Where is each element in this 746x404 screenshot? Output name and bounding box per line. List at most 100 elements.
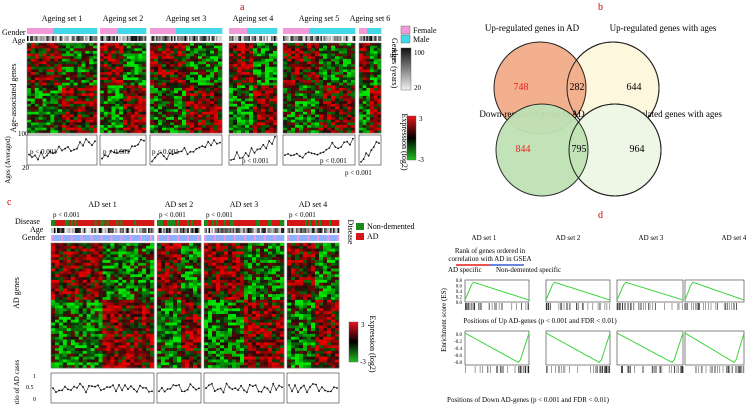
heat-cell	[62, 262, 68, 267]
heat-cell	[34, 119, 39, 123]
heat-cell	[106, 305, 111, 309]
heat-cell	[249, 80, 254, 84]
heat-cell	[170, 103, 175, 107]
heat-cell	[114, 319, 119, 323]
heat-cell	[245, 106, 250, 110]
heat-cell	[58, 302, 64, 306]
heat-cell	[114, 277, 119, 281]
heat-cell	[122, 288, 127, 292]
heat-cell	[134, 95, 139, 99]
heat-cell	[77, 43, 82, 46]
stripe-cell	[107, 228, 110, 233]
heat-cell	[253, 50, 258, 54]
heat-cell	[102, 299, 107, 303]
heat-cell	[347, 95, 352, 99]
heat-cell	[58, 77, 63, 81]
heat-cell	[327, 82, 332, 86]
heat-cell	[241, 88, 246, 91]
heat-cell	[169, 248, 174, 252]
heat-cell	[269, 127, 274, 131]
heat-cell	[186, 48, 191, 52]
heat-cell	[54, 43, 59, 46]
stripe-cell	[108, 235, 111, 241]
heat-cell	[359, 58, 363, 62]
ageing-set-title: Ageing set 4	[233, 14, 273, 23]
stripe-cell	[102, 36, 105, 41]
heat-cell	[241, 95, 246, 99]
heat-cell	[186, 93, 191, 97]
heat-cell	[146, 260, 151, 264]
heat-cell	[69, 114, 74, 118]
heat-cell	[303, 127, 308, 131]
heat-cell	[241, 122, 246, 126]
heat-cell	[154, 114, 159, 118]
heat-cell	[54, 130, 59, 134]
heat-cell	[194, 109, 199, 113]
stripe-cell	[101, 228, 104, 233]
ratio-lineplot-frame	[50, 372, 155, 404]
heat-cell	[122, 271, 127, 275]
heat-cell	[362, 80, 367, 84]
heat-cell	[115, 61, 120, 65]
heat-cell	[111, 114, 116, 118]
heat-cell	[307, 74, 312, 78]
heat-cell	[70, 243, 76, 247]
stripe-cell	[236, 36, 239, 41]
heat-cell	[73, 85, 78, 89]
data-point	[265, 147, 268, 150]
heat-cell	[81, 43, 86, 46]
heat-cell	[115, 93, 120, 97]
heat-cell	[142, 80, 147, 84]
stripe-cell	[90, 235, 93, 241]
heat-cell	[351, 66, 356, 70]
heat-cell	[218, 114, 223, 118]
heat-cell	[134, 127, 139, 131]
heat-cell	[193, 254, 198, 258]
heat-cell	[249, 106, 254, 110]
heat-cell	[150, 342, 155, 346]
heat-cell	[323, 88, 328, 91]
heat-cell	[38, 103, 43, 107]
heat-cell	[150, 362, 155, 366]
heat-cell	[241, 45, 246, 49]
heat-cell	[138, 43, 143, 46]
ageing-heatmap-frame	[26, 42, 98, 134]
heat-cell	[138, 288, 143, 292]
heat-cell	[115, 117, 120, 121]
heat-cell	[123, 93, 128, 97]
heat-cell	[90, 296, 95, 301]
stripe-cell	[66, 220, 70, 226]
stripe-cell	[77, 228, 80, 233]
heat-cell	[123, 53, 128, 57]
heat-cell	[114, 322, 119, 326]
heat-cell	[186, 98, 191, 102]
heat-cell	[70, 314, 76, 318]
heat-cell	[77, 58, 82, 62]
heat-cell	[38, 77, 43, 81]
heat-cell	[85, 69, 90, 73]
heat-cell	[162, 66, 167, 70]
heat-cell	[123, 127, 128, 131]
heat-cell	[142, 82, 147, 86]
gender-bar	[283, 28, 356, 34]
heat-cell	[54, 72, 59, 76]
heat-cell	[146, 365, 151, 369]
heat-cell	[114, 260, 119, 264]
heat-cell	[323, 90, 328, 94]
stripe-cell	[272, 36, 275, 41]
heat-cell	[142, 98, 147, 102]
heat-cell	[373, 53, 378, 57]
heat-cell	[351, 98, 356, 102]
heat-cell	[311, 88, 316, 91]
stripe-cell	[96, 235, 99, 241]
legend-expr-gradient	[406, 115, 417, 161]
heat-cell	[170, 109, 175, 113]
heat-cell	[237, 101, 242, 105]
heat-cell	[362, 58, 367, 62]
heat-cell	[351, 72, 356, 76]
panel-c-label: c	[7, 197, 12, 208]
heat-cell	[343, 98, 348, 102]
heat-cell	[182, 127, 187, 131]
heat-cell	[111, 103, 116, 107]
stripe-cell	[70, 228, 73, 233]
